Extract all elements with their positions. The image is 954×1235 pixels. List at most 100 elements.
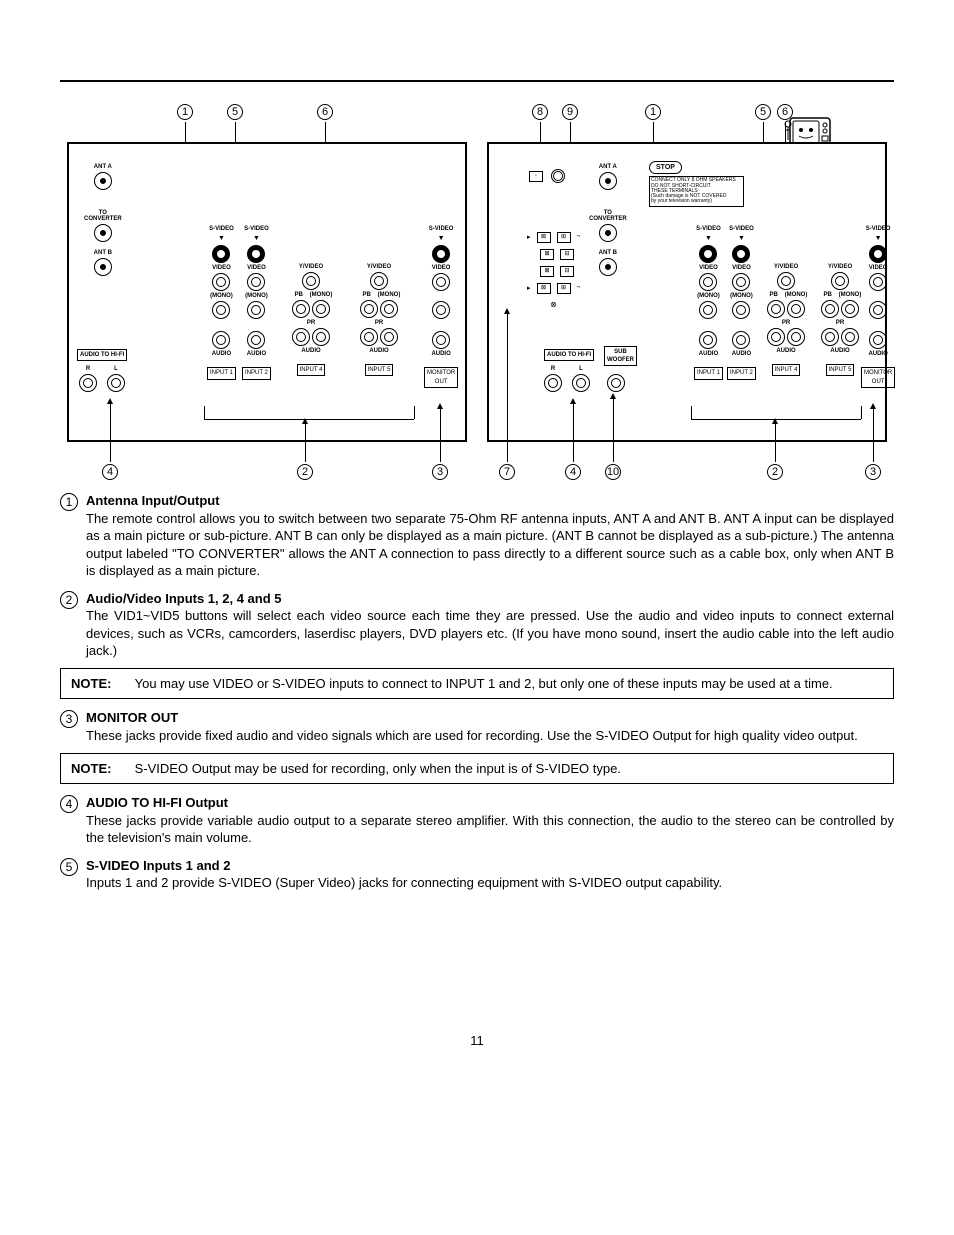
callout: 2 bbox=[767, 464, 783, 480]
jack-icon bbox=[607, 374, 625, 392]
label: AUDIO bbox=[301, 348, 320, 354]
label: AUDIO bbox=[830, 348, 849, 354]
jack-icon bbox=[732, 245, 750, 263]
callout: 1 bbox=[645, 104, 661, 120]
jack-icon bbox=[869, 245, 887, 263]
label: S-VIDEO bbox=[429, 226, 454, 232]
callout: 10 bbox=[605, 464, 621, 480]
jack-icon bbox=[699, 331, 717, 349]
label: MONITOR OUT bbox=[424, 367, 458, 387]
jack-icon bbox=[360, 300, 378, 318]
label: R bbox=[86, 366, 90, 372]
jack-icon bbox=[599, 172, 617, 190]
label: AUDIO bbox=[247, 351, 266, 357]
item-text: The remote control allows you to switch … bbox=[86, 511, 894, 579]
jack-icon bbox=[699, 301, 717, 319]
jack-icon bbox=[79, 374, 97, 392]
label: INPUT 4 bbox=[772, 364, 801, 376]
label: R bbox=[551, 366, 555, 372]
jack-icon bbox=[869, 273, 887, 291]
label: PB bbox=[358, 292, 376, 298]
port-icon: ⊞ bbox=[557, 283, 571, 294]
header-rule bbox=[60, 80, 894, 82]
label: INPUT 5 bbox=[365, 364, 394, 376]
list-item: 3 MONITOR OUT These jacks provide fixed … bbox=[60, 709, 894, 744]
item-number: 4 bbox=[60, 795, 78, 813]
jack-icon bbox=[370, 272, 388, 290]
jack-icon bbox=[292, 300, 310, 318]
label: PB bbox=[765, 292, 783, 298]
jack-icon bbox=[767, 328, 785, 346]
label: AUDIO bbox=[776, 348, 795, 354]
label: VIDEO bbox=[247, 265, 266, 271]
jack-icon bbox=[841, 300, 859, 318]
jack-icon bbox=[107, 374, 125, 392]
list-item: 2 Audio/Video Inputs 1, 2, 4 and 5 The V… bbox=[60, 590, 894, 660]
label: VIDEO bbox=[869, 265, 888, 271]
jack-icon bbox=[432, 331, 450, 349]
label: S-VIDEO bbox=[696, 226, 721, 232]
label: PB bbox=[819, 292, 837, 298]
item-text: Inputs 1 and 2 provide S-VIDEO (Super Vi… bbox=[86, 875, 722, 890]
rear-panel-left: ANT A TO CONVERTER ANT B AUDIO TO HI-FI … bbox=[67, 142, 467, 442]
description-list: 1 Antenna Input/Output The remote contro… bbox=[60, 492, 894, 892]
label: AUDIO bbox=[868, 351, 887, 357]
label: ANT A bbox=[599, 164, 617, 170]
item-title: Audio/Video Inputs 1, 2, 4 and 5 bbox=[86, 591, 282, 606]
label: L bbox=[579, 366, 583, 372]
label: PR bbox=[307, 320, 315, 326]
label: S-VIDEO bbox=[729, 226, 754, 232]
port-icon: ⊠ bbox=[540, 266, 554, 277]
callout: 9 bbox=[562, 104, 578, 120]
label: ANT B bbox=[94, 250, 112, 256]
label: Y/VIDEO bbox=[299, 264, 323, 270]
jack-icon bbox=[212, 273, 230, 291]
jack-icon bbox=[94, 258, 112, 276]
page-number: 11 bbox=[60, 1032, 894, 1050]
label: S-VIDEO bbox=[209, 226, 234, 232]
callout: 8 bbox=[532, 104, 548, 120]
label: (MONO) bbox=[730, 293, 753, 299]
callout: 6 bbox=[777, 104, 793, 120]
label: PR bbox=[782, 320, 790, 326]
jack-icon bbox=[732, 331, 750, 349]
label: PR bbox=[375, 320, 383, 326]
jack-icon bbox=[212, 331, 230, 349]
item-number: 2 bbox=[60, 591, 78, 609]
jack-icon bbox=[292, 328, 310, 346]
item-title: S-VIDEO Inputs 1 and 2 bbox=[86, 858, 230, 873]
label: (MONO) bbox=[310, 292, 333, 298]
label: L bbox=[114, 366, 118, 372]
callout: 2 bbox=[297, 464, 313, 480]
note-text: S-VIDEO Output may be used for recording… bbox=[135, 760, 877, 778]
note-box: NOTE: S-VIDEO Output may be used for rec… bbox=[60, 753, 894, 785]
item-text: The VID1~VID5 buttons will select each v… bbox=[86, 608, 894, 658]
jack-icon bbox=[732, 273, 750, 291]
label: (MONO) bbox=[785, 292, 808, 298]
callout: 1 bbox=[177, 104, 193, 120]
label: S-VIDEO bbox=[244, 226, 269, 232]
jack-icon bbox=[312, 328, 330, 346]
label: SUB WOOFER bbox=[604, 346, 637, 366]
label: (MONO) bbox=[839, 292, 862, 298]
warning-text: CONNECT ONLY 8 OHM SPEAKERS DO NOT SHORT… bbox=[649, 176, 744, 206]
jack-icon bbox=[247, 245, 265, 263]
jack-icon bbox=[380, 300, 398, 318]
list-item: 5 S-VIDEO Inputs 1 and 2 Inputs 1 and 2 … bbox=[60, 857, 894, 892]
jack-icon bbox=[380, 328, 398, 346]
jack-icon bbox=[841, 328, 859, 346]
port-icon: ⊟ bbox=[560, 266, 574, 277]
label: VIDEO bbox=[432, 265, 451, 271]
label: AUDIO TO HI-FI bbox=[77, 349, 127, 361]
note-box: NOTE: You may use VIDEO or S-VIDEO input… bbox=[60, 668, 894, 700]
jack-icon bbox=[544, 374, 562, 392]
jack-icon bbox=[360, 328, 378, 346]
jack-icon bbox=[787, 328, 805, 346]
jack-icon bbox=[94, 224, 112, 242]
label: INPUT 1 bbox=[207, 367, 236, 379]
label: (MONO) bbox=[697, 293, 720, 299]
callout: 5 bbox=[755, 104, 771, 120]
port-icon: ⊟ bbox=[560, 249, 574, 260]
callout: 6 bbox=[317, 104, 333, 120]
jack-icon bbox=[699, 245, 717, 263]
